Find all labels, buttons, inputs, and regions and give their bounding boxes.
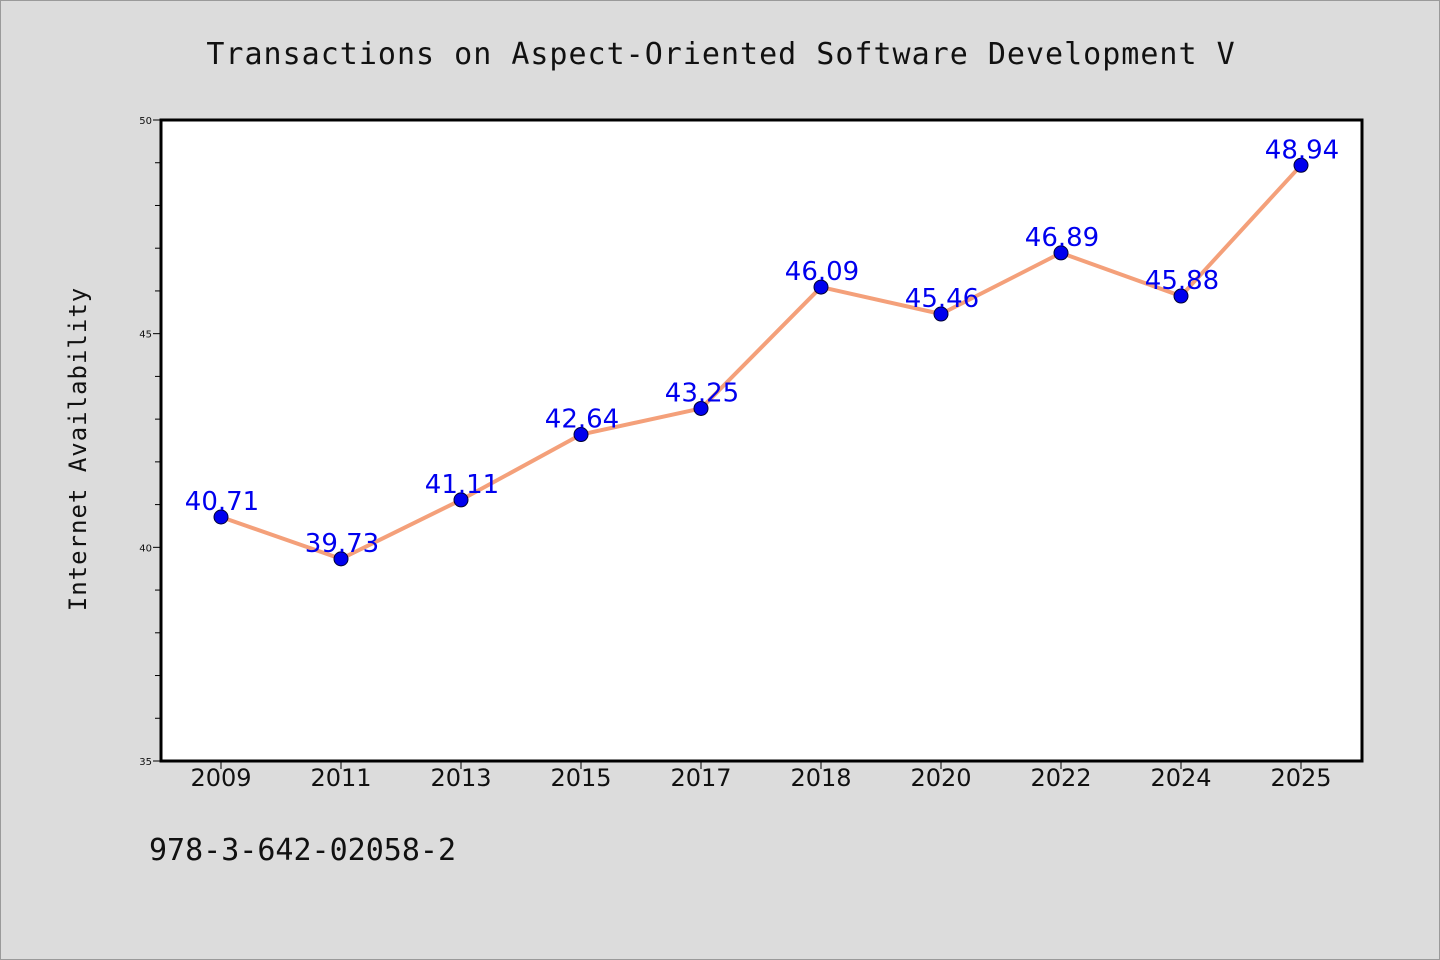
data-label: 45.46 xyxy=(905,284,979,314)
chart-title: Transactions on Aspect-Oriented Software… xyxy=(206,37,1235,72)
series-line xyxy=(219,163,1303,561)
y-tick-label: 45 xyxy=(139,330,152,341)
x-axis-ticks: 2009 2011 2013 2015 2017 2018 2020 2022 2024 2025 xyxy=(190,761,1332,792)
data-point xyxy=(693,400,709,416)
data-point xyxy=(573,427,589,443)
x-tick-label: 2011 xyxy=(310,764,371,792)
y-tick-label: 35 xyxy=(139,757,152,768)
data-label: 46.09 xyxy=(785,257,859,287)
x-tick-label: 2024 xyxy=(1150,764,1211,792)
y-tick-label: 50 xyxy=(139,116,152,127)
data-point xyxy=(1293,157,1309,173)
data-label: 40.71 xyxy=(185,487,259,517)
data-point xyxy=(933,306,949,322)
y-tick-label: 40 xyxy=(139,543,152,554)
plot-area xyxy=(159,118,1364,763)
data-point xyxy=(1173,288,1189,304)
data-point xyxy=(453,492,469,508)
data-point xyxy=(1053,245,1069,261)
data-label: 42.64 xyxy=(545,405,619,435)
data-label: 43.25 xyxy=(665,378,739,408)
data-label: 48.94 xyxy=(1265,135,1339,165)
x-tick-label: 2022 xyxy=(1030,764,1091,792)
x-tick-label: 2018 xyxy=(790,764,851,792)
data-label: 39.73 xyxy=(305,529,379,559)
data-point xyxy=(813,279,829,295)
footer-isbn: 978-3-642-02058-2 xyxy=(149,833,457,868)
data-labels-group: 40.71 39.73 41.11 42.64 43.25 46.09 45.46 46.89… xyxy=(185,135,1339,559)
x-tick-label: 2013 xyxy=(430,764,491,792)
x-tick-label: 2015 xyxy=(550,764,611,792)
series-group xyxy=(213,157,1309,567)
data-point xyxy=(333,551,349,567)
data-label: 46.89 xyxy=(1025,223,1099,253)
data-point xyxy=(213,509,229,525)
x-tick-label: 2025 xyxy=(1270,764,1331,792)
x-tick-label: 2009 xyxy=(190,764,251,792)
y-axis-label: Internet Availability xyxy=(64,287,92,611)
data-label: 45.88 xyxy=(1145,266,1219,296)
x-tick-label: 2017 xyxy=(670,764,731,792)
y-axis-ticks: 35 40 45 50 xyxy=(139,116,161,768)
data-label: 41.11 xyxy=(425,470,499,500)
x-tick-label: 2020 xyxy=(910,764,971,792)
